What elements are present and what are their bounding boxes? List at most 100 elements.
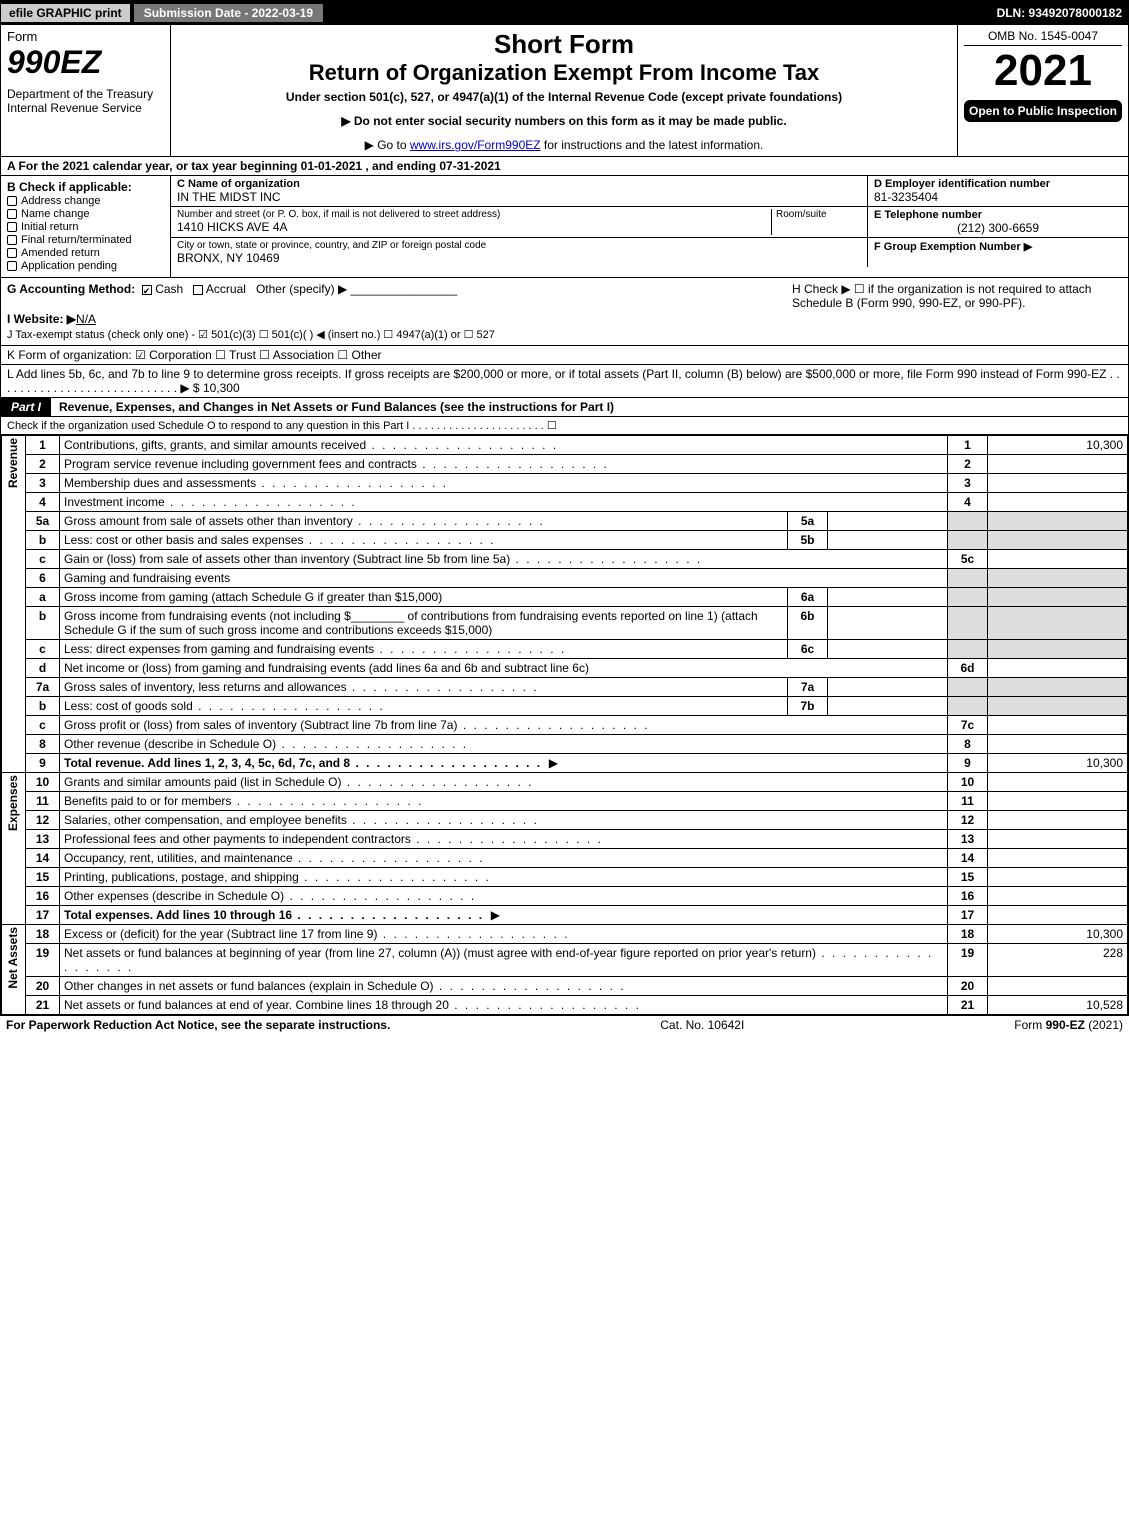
line-8-value — [988, 735, 1128, 754]
address-block: Number and street (or P. O. box, if mail… — [177, 209, 771, 235]
line-5a-value — [828, 512, 948, 531]
ein-value: 81-3235404 — [874, 190, 1122, 204]
header-center: Short Form Return of Organization Exempt… — [171, 25, 958, 156]
checkbox-icon — [7, 235, 17, 245]
part-1-title: Revenue, Expenses, and Changes in Net As… — [59, 400, 614, 414]
section-g-through-j: G Accounting Method: Cash Accrual Other … — [1, 278, 1128, 346]
k-form-of-org: K Form of organization: ☑ Corporation ☐ … — [1, 346, 1128, 365]
checkbox-final-return[interactable]: Final return/terminated — [7, 234, 164, 246]
short-form-title: Short Form — [177, 29, 951, 60]
checkbox-name-change[interactable]: Name change — [7, 208, 164, 220]
line-21-value: 10,528 — [988, 996, 1128, 1015]
tax-year: 2021 — [964, 46, 1122, 96]
header-left: Form 990EZ Department of the Treasury In… — [1, 25, 171, 156]
checkbox-cash[interactable] — [142, 285, 152, 295]
part-1-check-schedule-o: Check if the organization used Schedule … — [1, 417, 1128, 435]
submission-date-badge: Submission Date - 2022-03-19 — [134, 4, 323, 22]
line-10-value — [988, 773, 1128, 792]
website-value: N/A — [76, 312, 96, 326]
city-block: City or town, state or province, country… — [171, 238, 868, 267]
under-section-text: Under section 501(c), 527, or 4947(a)(1)… — [177, 90, 951, 104]
expenses-side-label: Expenses — [6, 775, 20, 831]
form-word: Form — [7, 29, 164, 44]
form-number: 990EZ — [7, 44, 164, 81]
checkbox-address-change[interactable]: Address change — [7, 195, 164, 207]
checkbox-icon — [7, 248, 17, 258]
topbar: efile GRAPHIC print Submission Date - 20… — [1, 1, 1128, 25]
phone-value: (212) 300-6659 — [874, 221, 1122, 235]
line-17-value — [988, 906, 1128, 925]
h-schedule-b-check: H Check ▶ ☐ if the organization is not r… — [792, 282, 1122, 310]
city-value: BRONX, NY 10469 — [177, 251, 861, 265]
line-9-value: 10,300 — [988, 754, 1128, 773]
line-4-value — [988, 493, 1128, 512]
irs-link[interactable]: www.irs.gov/Form990EZ — [410, 138, 541, 152]
line-3-value — [988, 474, 1128, 493]
line-6a-value — [828, 588, 948, 607]
line-6c-value — [828, 640, 948, 659]
line-14-value — [988, 849, 1128, 868]
line-16-value — [988, 887, 1128, 906]
e-phone-block: E Telephone number (212) 300-6659 — [868, 207, 1128, 237]
part-1-header: Part I Revenue, Expenses, and Changes in… — [1, 398, 1128, 417]
line-6d-value — [988, 659, 1128, 678]
line-1-value: 10,300 — [988, 436, 1128, 455]
j-tax-exempt: J Tax-exempt status (check only one) - ☑… — [7, 328, 1122, 341]
part-1-lines-table: Revenue 1 Contributions, gifts, grants, … — [1, 435, 1128, 1015]
dln-number: DLN: 93492078000182 — [997, 6, 1128, 20]
l-value: 10,300 — [203, 381, 240, 395]
footer-form-id: Form 990-EZ (2021) — [1014, 1018, 1123, 1032]
checkbox-icon — [7, 261, 17, 271]
checkbox-icon — [7, 196, 17, 206]
org-name: IN THE MIDST INC — [177, 190, 861, 204]
line-11-value — [988, 792, 1128, 811]
l-gross-receipts: L Add lines 5b, 6c, and 7b to line 9 to … — [1, 365, 1128, 398]
street-address: 1410 HICKS AVE 4A — [177, 220, 771, 234]
open-to-public-badge: Open to Public Inspection — [964, 100, 1122, 122]
page-footer: For Paperwork Reduction Act Notice, see … — [0, 1016, 1129, 1034]
line-15-value — [988, 868, 1128, 887]
form-990ez-page: efile GRAPHIC print Submission Date - 20… — [0, 0, 1129, 1016]
omb-number: OMB No. 1545-0047 — [964, 29, 1122, 46]
header-right: OMB No. 1545-0047 2021 Open to Public In… — [958, 25, 1128, 156]
line-7c-value — [988, 716, 1128, 735]
goto-pre: ▶ Go to — [365, 138, 410, 152]
line-5b-value — [828, 531, 948, 550]
line-2-value — [988, 455, 1128, 474]
goto-line: ▶ Go to www.irs.gov/Form990EZ for instru… — [177, 138, 951, 152]
department-text: Department of the Treasury Internal Reve… — [7, 87, 164, 115]
line-18-value: 10,300 — [988, 925, 1128, 944]
efile-print-button[interactable]: efile GRAPHIC print — [1, 4, 130, 22]
line-7b-value — [828, 697, 948, 716]
form-header: Form 990EZ Department of the Treasury In… — [1, 25, 1128, 157]
line-12-value — [988, 811, 1128, 830]
c-name-block: C Name of organization IN THE MIDST INC — [171, 176, 868, 206]
footer-catalog: Cat. No. 10642I — [660, 1018, 744, 1032]
checkbox-icon — [7, 209, 17, 219]
footer-left: For Paperwork Reduction Act Notice, see … — [6, 1018, 390, 1032]
line-20-value — [988, 977, 1128, 996]
line-5c-value — [988, 550, 1128, 569]
checkbox-amended-return[interactable]: Amended return — [7, 247, 164, 259]
checkbox-accrual[interactable] — [193, 285, 203, 295]
room-suite-block: Room/suite — [771, 209, 861, 235]
line-19-value: 228 — [988, 944, 1128, 977]
do-not-text: ▶ Do not enter social security numbers o… — [177, 114, 951, 128]
f-group-block: F Group Exemption Number ▶ — [868, 238, 1128, 267]
line-6b-value — [828, 607, 948, 640]
d-ein-block: D Employer identification number 81-3235… — [868, 176, 1128, 206]
row-a-tax-year: A For the 2021 calendar year, or tax yea… — [1, 157, 1128, 176]
i-website: I Website: ▶N/A — [7, 312, 96, 326]
section-b-through-f: B Check if applicable: Address change Na… — [1, 176, 1128, 278]
checkbox-initial-return[interactable]: Initial return — [7, 221, 164, 233]
checkbox-icon — [7, 222, 17, 232]
g-accounting-method: G Accounting Method: Cash Accrual Other … — [7, 282, 457, 310]
net-assets-side-label: Net Assets — [6, 927, 20, 989]
checkbox-application-pending[interactable]: Application pending — [7, 260, 164, 272]
return-title: Return of Organization Exempt From Incom… — [177, 60, 951, 86]
line-13-value — [988, 830, 1128, 849]
goto-post: for instructions and the latest informat… — [541, 138, 764, 152]
column-b-checkboxes: B Check if applicable: Address change Na… — [1, 176, 171, 277]
revenue-side-label: Revenue — [6, 438, 20, 488]
line-7a-value — [828, 678, 948, 697]
